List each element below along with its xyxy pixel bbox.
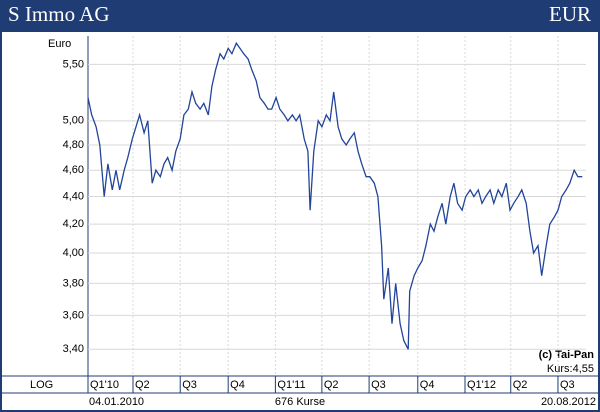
x-tick-label: Q3: [371, 379, 386, 391]
frame: [0, 30, 600, 412]
x-tick-label: Q4: [230, 379, 245, 391]
y-tick-label: 4,20: [63, 218, 84, 230]
y-tick-label: 5,50: [63, 58, 84, 70]
x-tick-label: Q2: [513, 379, 528, 391]
y-tick-label: 3,60: [63, 309, 84, 321]
y-tick-label: 5,00: [63, 115, 84, 127]
y-tick-label: 4,40: [63, 190, 84, 202]
x-tick-label: Q2: [324, 379, 339, 391]
header-bar: [0, 0, 600, 31]
start-date: 04.01.2010: [89, 396, 144, 408]
price-line: [87, 41, 583, 350]
last-price: Kurs:4,55: [547, 363, 594, 375]
y-axis-label: Euro: [48, 38, 71, 50]
x-tick-label: Q1'10: [90, 379, 119, 391]
y-tick-label: 3,80: [63, 277, 84, 289]
count-label: 676 Kurse: [275, 396, 325, 408]
credit: (c) Tai-Pan: [539, 349, 595, 361]
y-tick-label: 4,00: [63, 247, 84, 259]
y-tick-label: 4,60: [63, 164, 84, 176]
chart-title: S Immo AG: [8, 2, 110, 26]
scale-label: LOG: [30, 379, 53, 391]
end-date: 20.08.2012: [541, 396, 596, 408]
y-tick-label: 4,80: [63, 139, 84, 151]
x-tick-label: Q2: [135, 379, 150, 391]
x-tick-label: Q3: [560, 379, 575, 391]
currency: EUR: [549, 2, 591, 26]
x-tick-label: Q3: [182, 379, 197, 391]
x-tick-label: Q4: [420, 379, 435, 391]
x-tick-label: Q1'11: [277, 379, 305, 391]
x-tick-label: Q1'12: [467, 379, 496, 391]
y-tick-label: 3,40: [63, 343, 84, 355]
